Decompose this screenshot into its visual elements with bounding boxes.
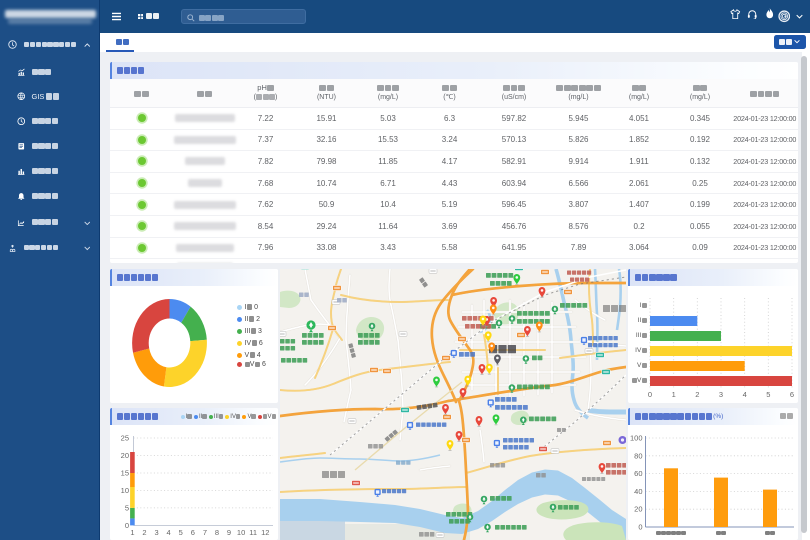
- svg-text:25: 25: [120, 434, 128, 443]
- svg-text:3: 3: [154, 528, 158, 537]
- svg-text:0: 0: [648, 390, 652, 399]
- svg-text:100: 100: [630, 434, 643, 443]
- svg-text:12: 12: [261, 528, 269, 537]
- svg-text:0: 0: [124, 521, 128, 530]
- svg-text:20: 20: [634, 505, 642, 514]
- svg-text:1: 1: [130, 528, 134, 537]
- svg-text:6: 6: [790, 390, 794, 399]
- svg-text:40: 40: [634, 487, 642, 496]
- svg-text:4: 4: [743, 390, 747, 399]
- svg-text:15: 15: [120, 469, 128, 478]
- svg-text:5: 5: [178, 528, 182, 537]
- svg-text:3: 3: [719, 390, 723, 399]
- svg-text:2: 2: [695, 390, 699, 399]
- svg-text:6: 6: [190, 528, 194, 537]
- svg-text:5: 5: [124, 503, 128, 512]
- svg-text:0: 0: [638, 523, 642, 532]
- svg-text:1: 1: [672, 390, 676, 399]
- svg-text:10: 10: [236, 528, 244, 537]
- svg-text:5: 5: [766, 390, 770, 399]
- svg-text:60: 60: [634, 469, 642, 478]
- svg-text:4: 4: [166, 528, 170, 537]
- svg-text:7: 7: [202, 528, 206, 537]
- svg-text:11: 11: [249, 528, 257, 537]
- svg-text:8: 8: [214, 528, 218, 537]
- svg-text:10: 10: [120, 486, 128, 495]
- svg-text:2: 2: [142, 528, 146, 537]
- svg-text:9: 9: [226, 528, 230, 537]
- svg-text:20: 20: [120, 451, 128, 460]
- svg-text:80: 80: [634, 451, 642, 460]
